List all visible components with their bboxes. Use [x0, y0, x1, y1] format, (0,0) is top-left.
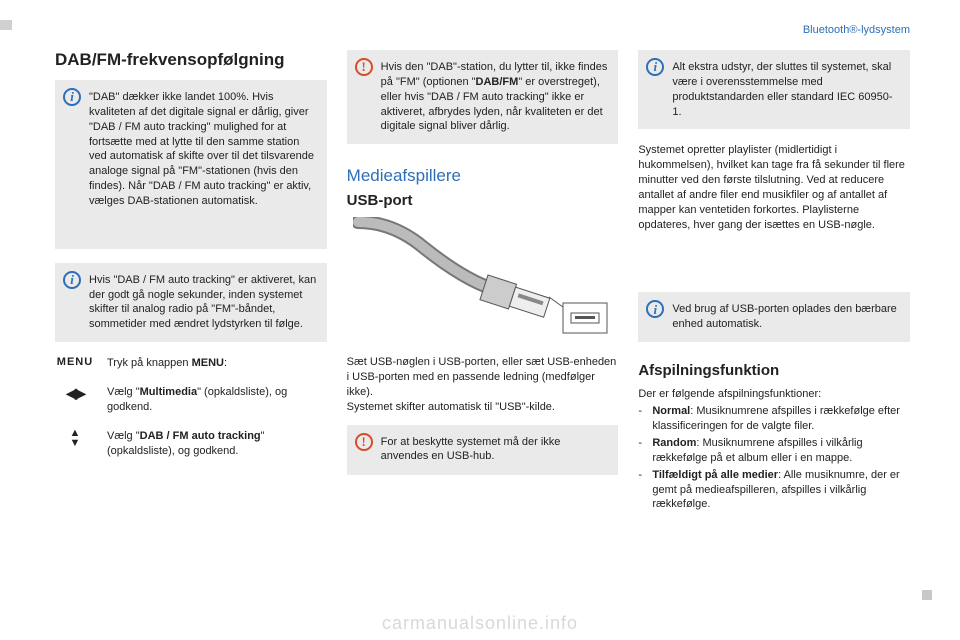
left-right-arrows-icon: ◀▶: [55, 385, 95, 402]
infobox-text: Hvis "DAB / FM auto tracking" er aktiver…: [89, 274, 316, 331]
header-section-title: Bluetooth®-lydsystem: [803, 24, 910, 36]
list-item: Normal: Musiknumrene afspilles i rækkefø…: [638, 404, 910, 434]
playlist-creation-text: Systemet opretter playlister (midlertidi…: [638, 143, 910, 232]
column-1: DAB/FM-frekvensopfølgning i "DAB" dækker…: [55, 50, 327, 514]
watermark-text: carmanualsonline.info: [0, 613, 960, 634]
heading-playback-function: Afspilningsfunktion: [638, 362, 910, 379]
text-bold: Normal: [652, 405, 690, 417]
step-text: Vælg "DAB / FM auto tracking" (opkaldsli…: [107, 429, 327, 459]
text-bold: Random: [652, 437, 696, 449]
text-bold: Multimedia: [140, 386, 197, 398]
infobox-text: "DAB" dækker ikke landet 100%. Hvis kval…: [89, 91, 314, 207]
text-bold: DAB/FM: [476, 76, 519, 88]
warning-icon: !: [355, 58, 373, 76]
step-menu: MENU Tryk på knappen MENU:: [55, 356, 327, 371]
up-down-arrows-icon: ▲▼: [55, 429, 95, 449]
playback-mode-list: Normal: Musiknumrene afspilles i rækkefø…: [638, 404, 910, 514]
info-icon: i: [646, 300, 664, 318]
text-bold: Tilfældigt på alle medier: [652, 469, 778, 481]
spacer: [638, 242, 910, 292]
column-2: ! Hvis den "DAB"-station, du lytter til,…: [347, 50, 619, 514]
info-icon: i: [646, 58, 664, 76]
column-3: i Alt ekstra udstyr, der sluttes til sys…: [638, 50, 910, 514]
step-dab-fm-tracking: ▲▼ Vælg "DAB / FM auto tracking" (opkald…: [55, 429, 327, 459]
infobox-text: Ved brug af USB-porten oplades den bærba…: [672, 303, 896, 330]
step-text: Vælg "Multimedia" (opkaldsliste), og god…: [107, 385, 327, 415]
infobox-text: Alt ekstra udstyr, der sluttes til syste…: [672, 61, 892, 118]
text: Vælg ": [107, 430, 140, 442]
step-multimedia: ◀▶ Vælg "Multimedia" (opkaldsliste), og …: [55, 385, 327, 415]
step-text: Tryk på knappen MENU:: [107, 356, 227, 371]
heading-dab-fm: DAB/FM-frekvensopfølgning: [55, 50, 327, 70]
warnbox-usb-hub: ! For at beskytte systemet må der ikke a…: [347, 425, 619, 475]
playback-list-intro: Der er følgende afspilningsfunktioner:: [638, 387, 910, 402]
usb-cable-illustration: [347, 217, 619, 347]
list-item: Random: Musiknumrene afspilles i vilkårl…: [638, 436, 910, 466]
info-icon: i: [63, 271, 81, 289]
warnbox-dab-fm-unavailable: ! Hvis den "DAB"-station, du lytter til,…: [347, 50, 619, 144]
warnbox-text: Hvis den "DAB"-station, du lytter til, i…: [381, 61, 608, 132]
page-left-marker: [0, 20, 12, 30]
text-bold: MENU: [192, 357, 224, 369]
text: :: [224, 357, 227, 369]
info-icon: i: [63, 88, 81, 106]
warning-icon: !: [355, 433, 373, 451]
text: Tryk på knappen: [107, 357, 192, 369]
infobox-usb-charging: i Ved brug af USB-porten oplades den bær…: [638, 292, 910, 342]
text: : Musiknumrene afspilles i rækkefølge ef…: [652, 405, 900, 432]
infobox-iec-standard: i Alt ekstra udstyr, der sluttes til sys…: [638, 50, 910, 129]
menu-button-icon: MENU: [55, 356, 95, 368]
infobox-dab-coverage: i "DAB" dækker ikke landet 100%. Hvis kv…: [55, 80, 327, 249]
list-item: Tilfældigt på alle medier: Alle musiknum…: [638, 468, 910, 513]
text: Vælg ": [107, 386, 140, 398]
page-content: DAB/FM-frekvensopfølgning i "DAB" dækker…: [55, 50, 910, 514]
usb-instruction-text: Sæt USB-nøglen i USB-porten, eller sæt U…: [347, 355, 619, 414]
infobox-auto-tracking-delay: i Hvis "DAB / FM auto tracking" er aktiv…: [55, 263, 327, 342]
heading-media-players: Medieafspillere: [347, 166, 619, 186]
heading-usb-port: USB-port: [347, 192, 619, 209]
warnbox-text: For at beskytte systemet må der ikke anv…: [381, 436, 561, 463]
text-bold: DAB / FM auto tracking: [140, 430, 261, 442]
page-corner-marker: [922, 590, 932, 600]
